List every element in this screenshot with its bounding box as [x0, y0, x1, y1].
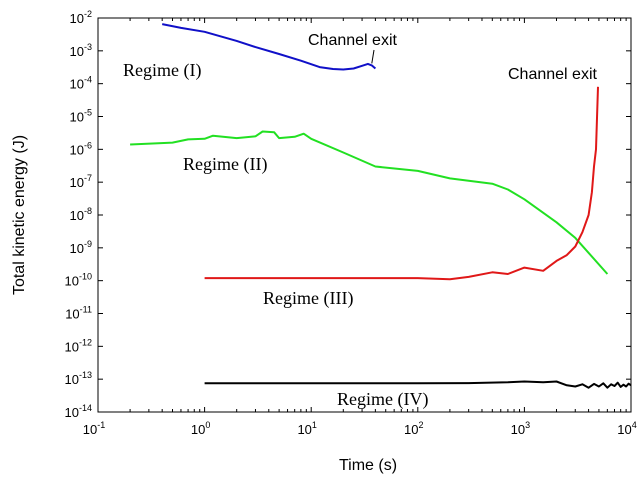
annotation-regime-3: Regime (III) [263, 288, 353, 309]
y-tick-label: 10-11 [65, 305, 92, 322]
y-tick-label: 10-3 [70, 42, 92, 59]
series-line-2 [130, 130, 609, 275]
annotation-channel-exit-2: Channel exit [508, 66, 598, 83]
series-line-1 [162, 23, 377, 71]
y-tick-label: 10-6 [70, 140, 92, 157]
x-axis-title: Time (s) [339, 457, 397, 474]
series-line-3 [204, 86, 599, 281]
x-tick-label: 102 [404, 420, 423, 437]
y-tick-label: 10-13 [65, 370, 92, 387]
channel-exit-pointer-line [371, 49, 375, 64]
y-tick-label: 10-5 [70, 108, 92, 125]
y-tick-label: 10-7 [70, 173, 92, 190]
y-tick-label: 10-10 [65, 272, 92, 289]
series-layer [130, 23, 632, 389]
x-tick-label: 100 [191, 420, 210, 437]
y-tick-label: 10-9 [70, 239, 92, 256]
x-tick-label: 101 [297, 420, 316, 437]
annotation-regime-1: Regime (I) [123, 60, 201, 81]
x-tick-label: 104 [617, 420, 636, 437]
y-tick-label: 10-12 [65, 337, 92, 354]
y-tick-label: 10-4 [70, 75, 92, 92]
y-tick-label: 10-8 [70, 206, 92, 223]
y-axis-title: Total kinetic energy (J) [11, 135, 28, 295]
x-tick-label: 103 [511, 420, 530, 437]
annotation-regime-4: Regime (IV) [337, 389, 428, 410]
annotation-channel-exit-1: Channel exit [308, 32, 398, 49]
x-tick-label: 10-1 [83, 420, 105, 437]
y-tick-label: 10-2 [70, 9, 92, 26]
series-line-4 [204, 380, 632, 389]
ticks-layer [97, 17, 632, 413]
labels-layer: 10-1 100 101 102 103 104 10-2 10-3 10-4 10-5 10-6 1… [65, 9, 637, 437]
y-tick-label: 10-14 [65, 403, 92, 420]
annotation-regime-2: Regime (II) [183, 154, 267, 175]
